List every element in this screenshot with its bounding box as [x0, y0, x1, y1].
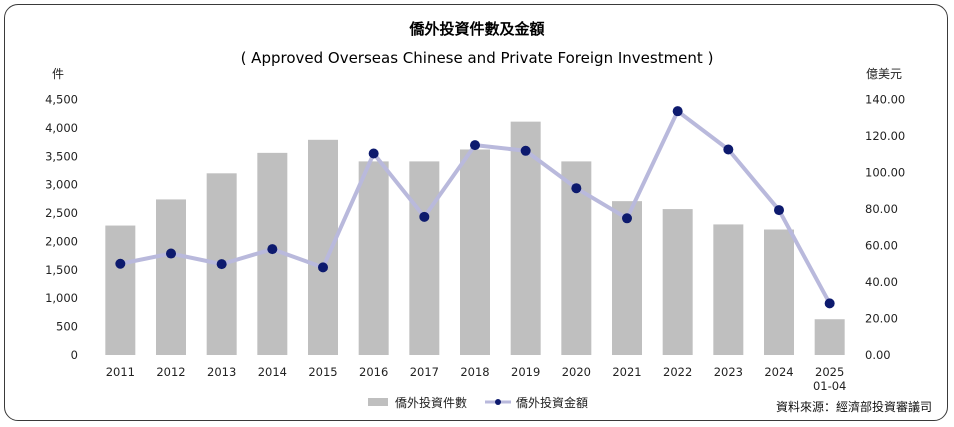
line-point [216, 259, 227, 270]
bar [156, 199, 186, 355]
line-point [115, 258, 126, 269]
line-point [571, 183, 582, 194]
bar [814, 319, 845, 355]
left-axis-ticks: 0 500 1,000 1,500 2,000 2,500 3,000 3,500 4,000 4… [45, 93, 78, 363]
x-tick-label: 2019 [511, 365, 540, 379]
left-tick-label: 1,500 [45, 263, 78, 277]
x-tick-label: 2016 [359, 365, 388, 379]
legend-bar-swatch [368, 398, 388, 406]
x-tick-label: 2012 [156, 365, 185, 379]
right-tick-label: 0.00 [865, 348, 891, 362]
legend-bar-label: 僑外投資件數 [395, 395, 467, 410]
line-point [672, 106, 683, 117]
legend-line-marker [495, 399, 501, 405]
line-point [470, 140, 480, 151]
x-tick-label: 2015 [308, 365, 337, 379]
right-tick-label: 120.00 [865, 129, 905, 143]
line-point [824, 298, 835, 309]
line-point [774, 205, 784, 216]
x-tick-label: 2014 [258, 365, 287, 379]
legend-line-label: 僑外投資金額 [516, 395, 588, 410]
line-series [115, 106, 835, 309]
source-note: 資料來源：經濟部投資審議司 [776, 399, 932, 414]
line-point [520, 145, 531, 156]
x-tick-label: 2011 [106, 365, 135, 379]
x-tick-label: 2024 [764, 365, 793, 379]
x-tick-label: 2022 [663, 365, 692, 379]
line-point [267, 244, 278, 255]
line-point [419, 211, 430, 222]
chart-title: 僑外投資件數及金額 [408, 20, 544, 38]
x-tick-label: 2018 [460, 365, 489, 379]
left-tick-label: 3,000 [45, 178, 78, 192]
right-tick-label: 20.00 [865, 312, 898, 326]
bar [713, 224, 744, 355]
left-tick-label: 3,500 [45, 149, 78, 163]
left-tick-label: 4,500 [45, 93, 78, 107]
bar [105, 225, 136, 355]
left-tick-label: 1,000 [45, 291, 78, 305]
right-tick-label: 100.00 [865, 166, 905, 180]
line-point [723, 144, 734, 155]
right-axis-ticks: 0.00 20.00 40.00 60.00 80.00 100.00 120.00 140.… [865, 93, 905, 363]
right-tick-label: 60.00 [865, 239, 898, 253]
left-tick-label: 2,500 [45, 206, 78, 220]
left-axis-unit: 件 [52, 67, 64, 81]
x-tick-label: 2025 01-04 [813, 365, 846, 393]
left-tick-label: 4,000 [45, 121, 78, 135]
left-tick-label: 0 [71, 348, 78, 362]
line-point [622, 213, 632, 224]
right-tick-label: 80.00 [865, 202, 898, 216]
x-tick-label: 2017 [410, 365, 439, 379]
bar [662, 209, 693, 355]
line-point [318, 262, 328, 273]
right-tick-label: 40.00 [865, 275, 898, 289]
bar [764, 229, 794, 355]
line-point [368, 148, 379, 159]
bar [358, 161, 389, 355]
x-tick-label: 2013 [207, 365, 236, 379]
x-axis-ticks: 2011 2012 2013 2014 2015 2016 2017 2018 2019 2020… [106, 365, 847, 393]
x-tick-label: 2023 [714, 365, 743, 379]
x-tick-label: 2021 [612, 365, 641, 379]
left-tick-label: 2,000 [45, 234, 78, 248]
bar [612, 201, 642, 355]
right-axis-unit: 億美元 [866, 67, 902, 81]
line-point [166, 248, 176, 259]
bar [409, 161, 440, 355]
left-tick-label: 500 [56, 320, 78, 334]
x-tick-label: 2020 [562, 365, 591, 379]
bar [460, 149, 490, 355]
right-tick-label: 140.00 [865, 93, 905, 107]
chart-subtitle: ( Approved Overseas Chinese and Private … [241, 49, 714, 67]
legend: 僑外投資件數 僑外投資金額 [368, 395, 588, 410]
